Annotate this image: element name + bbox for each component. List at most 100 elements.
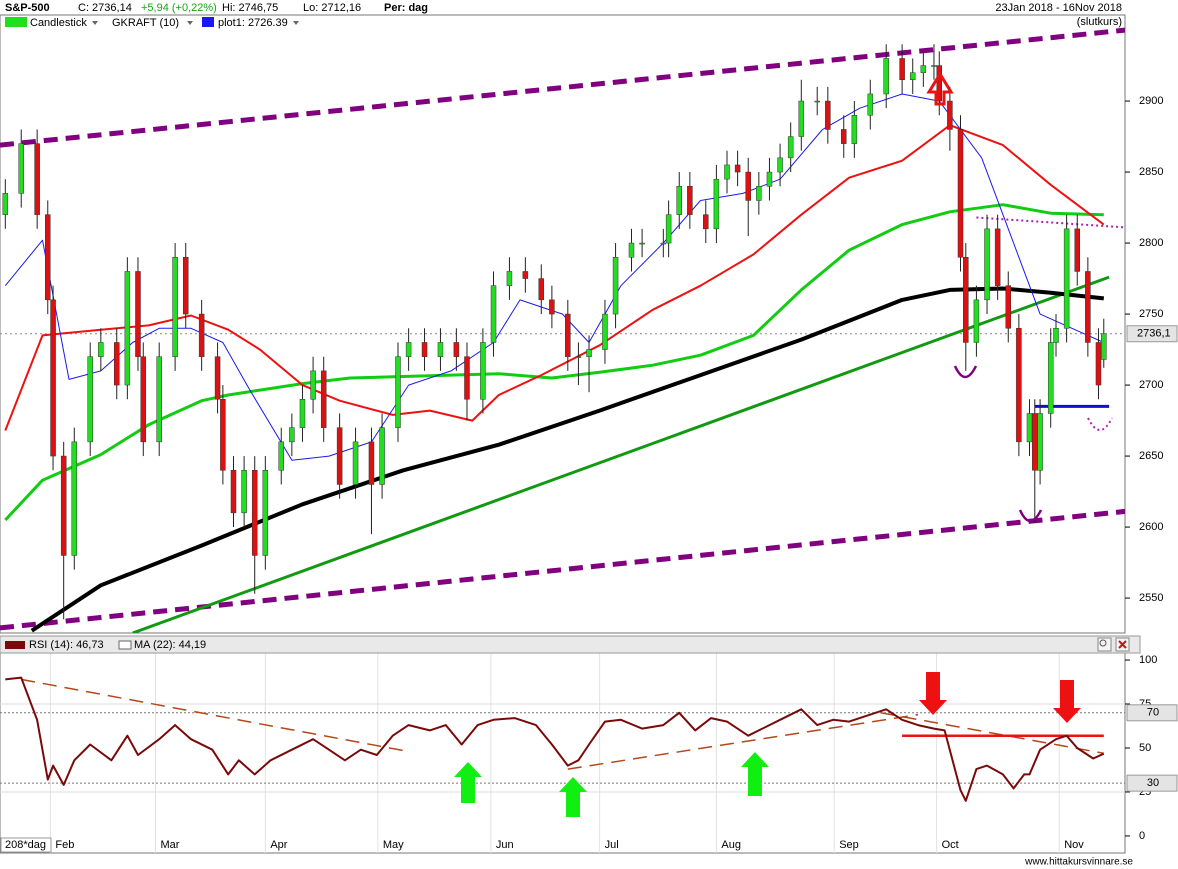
plot-content [0, 653, 1125, 853]
candle-body [299, 399, 306, 428]
candle-body [867, 93, 874, 116]
zoom-icon [1099, 639, 1107, 647]
candle-body [140, 356, 147, 443]
moving-average [4, 124, 1105, 431]
candle-body [586, 349, 592, 357]
candle-body [920, 65, 927, 73]
legend-label[interactable]: plot1: 2726.39 [218, 17, 288, 29]
zoom-button[interactable] [1097, 637, 1112, 652]
candle-body [538, 278, 545, 301]
level-box [1126, 774, 1178, 792]
candle-body [883, 58, 889, 95]
y-tick-label: 100 [1139, 654, 1157, 666]
candle-body [825, 100, 831, 130]
info: C: 2736,14 [78, 2, 132, 14]
candle-body [490, 285, 497, 343]
dropdown-icon[interactable] [92, 21, 98, 25]
candle-body [676, 186, 682, 215]
candle-body [1053, 328, 1059, 343]
candle-body [50, 299, 56, 457]
candle-body [45, 214, 51, 301]
level-label: 70 [1147, 707, 1159, 719]
candle-body [135, 271, 141, 357]
close-icon [1118, 640, 1127, 649]
candle-body [931, 65, 937, 67]
y-tick-label: 2850 [1139, 166, 1163, 178]
period-box [0, 837, 52, 853]
candle-body [851, 115, 858, 144]
annotation-arrow [741, 752, 769, 796]
candle-body [98, 342, 104, 357]
candle-body [87, 356, 93, 443]
info: Lo: 2712,16 [303, 2, 361, 14]
x-tick-label: Aug [721, 839, 741, 851]
legend-label[interactable]: GKRAFT (10) [112, 17, 179, 29]
candle-body [1074, 228, 1080, 272]
dropdown-icon[interactable] [293, 21, 299, 25]
x-tick-label: Sep [839, 839, 859, 851]
candle-body [841, 129, 847, 144]
x-tick-label: Nov [1064, 839, 1084, 851]
candle-body [787, 136, 794, 159]
candle-body [241, 470, 247, 514]
y-tick-label: 2700 [1139, 379, 1163, 391]
info: +5,94 (+0,22%) [141, 2, 217, 14]
candle-body [899, 58, 905, 81]
candle-body [628, 242, 635, 258]
legend-label[interactable]: Candlestick [30, 17, 87, 29]
candle-body [957, 129, 964, 258]
candle-body [368, 441, 375, 485]
candle-body [1047, 342, 1054, 414]
y-tick-label: 2600 [1139, 521, 1163, 533]
info: Hi: 2746,75 [222, 2, 278, 14]
candle-body [1032, 413, 1038, 471]
candle-body [437, 342, 444, 357]
last-price-label: 2736,1 [1137, 328, 1171, 340]
candle-body [2, 193, 9, 215]
x-tick-label: Feb [55, 839, 74, 851]
candle-body [1016, 328, 1022, 443]
price-panel: 2550 2600 2650 2700 2750 2800 2850 2900 2736,1 [0, 14, 1178, 634]
candle-body [379, 427, 385, 485]
candle-body [289, 427, 295, 443]
x-tick-label: Apr [270, 839, 287, 851]
candle-body [464, 356, 470, 400]
candle-body [320, 370, 327, 428]
candle-body [963, 257, 969, 343]
moving-average [4, 203, 1104, 522]
y-tick-label: 2650 [1139, 450, 1163, 462]
annotation-cup [1087, 417, 1113, 431]
candle-body [984, 228, 990, 301]
trend-line [132, 275, 1110, 633]
candle-body [198, 313, 205, 357]
candle-body [756, 186, 762, 201]
candle-body [352, 441, 359, 485]
x-tick-label: May [383, 839, 404, 851]
last-price-box [1126, 325, 1178, 343]
candle-body [549, 299, 555, 315]
candle-body [71, 441, 78, 556]
candle-body [172, 257, 178, 357]
candle-body [973, 299, 980, 343]
legend-swatch [5, 641, 25, 649]
candle-body [909, 72, 916, 81]
candle-body [565, 313, 571, 357]
candle-body [745, 171, 751, 201]
annotation-arrow [559, 777, 587, 817]
legend-swatch [202, 17, 214, 27]
x-tick-label: Oct [942, 839, 959, 851]
plot-area [0, 652, 1126, 854]
candle-body [936, 65, 943, 102]
trend-line [880, 712, 1104, 755]
candle-body [310, 370, 316, 400]
candle-body [182, 257, 189, 315]
rsi-line [5, 676, 1105, 802]
dropdown-icon[interactable] [187, 21, 193, 25]
trend-line [0, 508, 1125, 631]
plot-content [0, 27, 1125, 633]
annotation-cup [1018, 509, 1043, 523]
chart-title: S&P-500 [5, 2, 50, 14]
x-tick-label: Jun [496, 839, 514, 851]
